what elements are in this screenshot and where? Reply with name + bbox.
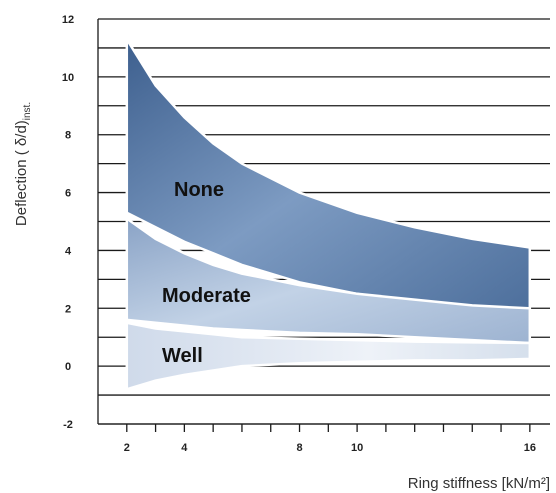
labels: -2 0 2 4 6 8 10 12 2 4 8 10 16 None Moderate Well Ring s… bbox=[13, 14, 550, 492]
y-tick-label: 2 bbox=[65, 303, 71, 315]
x-tick-label: 16 bbox=[524, 442, 536, 454]
x-tick-label: 10 bbox=[351, 442, 363, 454]
y-tick-label: -2 bbox=[63, 419, 73, 431]
band-label-none: None bbox=[174, 179, 224, 201]
y-tick-label: 6 bbox=[65, 188, 71, 200]
x-tick-label: 4 bbox=[181, 442, 188, 454]
x-tick-label: 8 bbox=[296, 442, 302, 454]
y-tick-label: 4 bbox=[65, 245, 72, 257]
y-tick-label: 12 bbox=[62, 14, 74, 26]
axes bbox=[97, 19, 550, 432]
y-tick-label: 8 bbox=[65, 130, 71, 142]
y-tick-label: 0 bbox=[65, 361, 71, 373]
band-well bbox=[125, 321, 532, 391]
x-tick-label: 2 bbox=[124, 442, 130, 454]
band-label-moderate: Moderate bbox=[162, 285, 251, 307]
y-axis-title: Deflection ( δ/d)inst. bbox=[13, 102, 33, 226]
x-axis-title: Ring stiffness [kN/m²] bbox=[408, 475, 550, 492]
y-tick-label: 10 bbox=[62, 72, 74, 84]
band-label-well: Well bbox=[162, 345, 203, 367]
bands bbox=[125, 34, 532, 391]
